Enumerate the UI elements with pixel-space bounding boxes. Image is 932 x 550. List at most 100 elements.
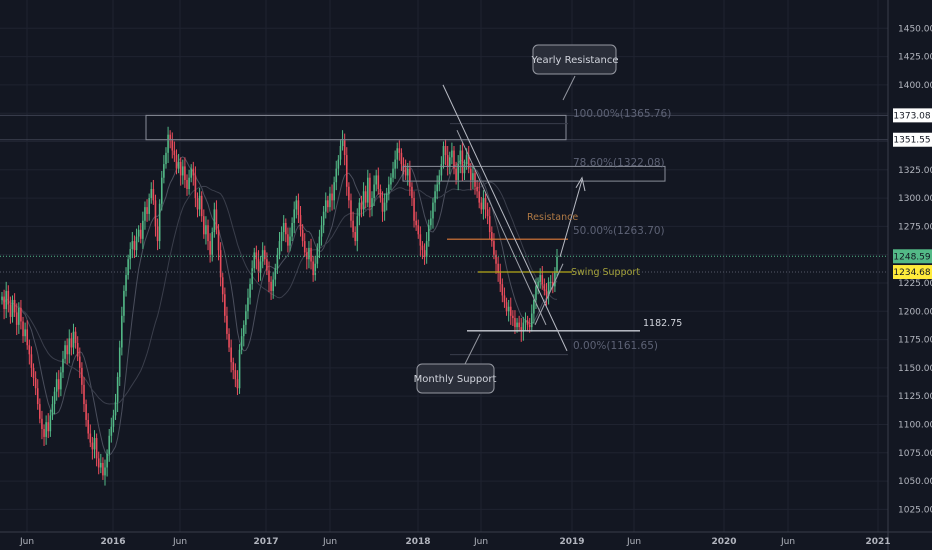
time-tick-label: Jun (780, 537, 795, 547)
projection-arrow-head (575, 176, 586, 192)
candle (505, 302, 508, 312)
candle (385, 193, 388, 203)
fib-786-box (402, 165, 666, 182)
candle (131, 241, 134, 250)
time-tick-label: Jun (19, 537, 34, 547)
candle (362, 191, 365, 210)
candle (535, 286, 537, 300)
candle (72, 331, 75, 348)
candle (41, 418, 43, 429)
candle (423, 250, 426, 257)
candle (1, 296, 3, 300)
time-tick-label: Jun (172, 537, 187, 547)
price-badges: 1373.08 1351.55 1248.59 1234.68 (893, 108, 932, 280)
candle (118, 347, 121, 377)
candle (259, 261, 262, 273)
candle (51, 404, 54, 416)
callout-pointer (562, 75, 576, 101)
candle (301, 229, 304, 242)
candle (116, 376, 119, 402)
candle (509, 306, 512, 316)
candle (36, 388, 39, 405)
price-tick-label: 1050.00 (898, 477, 932, 487)
candle (551, 281, 554, 287)
candle (234, 370, 237, 380)
candle (541, 275, 544, 285)
candle (232, 362, 235, 371)
candle (434, 191, 436, 203)
candle (419, 234, 422, 246)
candle (24, 329, 26, 337)
candle (7, 290, 10, 305)
candle (108, 435, 111, 454)
fib-0-label: 0.00%(1161.65) (573, 340, 658, 352)
candle (110, 426, 113, 436)
candle (236, 379, 239, 389)
candle (331, 193, 333, 201)
candle (421, 245, 424, 251)
drawings (0, 75, 888, 365)
candle (165, 152, 167, 165)
price-badge-bg (893, 132, 932, 147)
candle (213, 209, 216, 233)
time-axis[interactable]: Jun 2016 Jun 2017 Jun 2018 Jun 2019 Jun 2020 Jun 20… (0, 531, 932, 547)
candle (324, 200, 327, 212)
candle (444, 146, 447, 156)
candle (379, 189, 382, 199)
candle (268, 270, 270, 282)
candle (175, 155, 178, 169)
candle (442, 146, 445, 165)
candle (190, 168, 193, 178)
candle (404, 168, 407, 176)
candle (453, 150, 455, 169)
candle (194, 175, 197, 199)
candle (15, 312, 18, 325)
support-level-label: 1182.75 (643, 318, 682, 329)
candle (520, 327, 523, 332)
candle (26, 329, 29, 346)
candle (411, 186, 413, 199)
candle (299, 215, 302, 230)
candle (446, 155, 449, 167)
candle (127, 259, 129, 276)
candle (215, 209, 218, 230)
candle (238, 349, 241, 389)
candle (76, 342, 79, 357)
candle (184, 166, 186, 180)
candle (251, 268, 253, 285)
candle (270, 281, 272, 291)
candle (287, 234, 289, 246)
time-tick-label: Jun (626, 537, 641, 547)
candle (358, 202, 361, 217)
candle (282, 222, 285, 233)
candle (106, 453, 108, 468)
time-tick-label: Jun (322, 537, 337, 547)
candle (455, 168, 457, 180)
candle (142, 220, 144, 239)
candle (47, 422, 50, 432)
candle (171, 139, 174, 151)
candle (390, 177, 392, 185)
candle (167, 134, 169, 153)
candle (470, 168, 472, 180)
price-tick-label: 1225.00 (898, 279, 932, 289)
candle (320, 225, 323, 237)
candle (9, 304, 12, 317)
candle (137, 229, 140, 237)
candle (230, 347, 232, 363)
candle (413, 198, 415, 221)
candles (1, 126, 558, 486)
price-tick-label: 1275.00 (898, 222, 932, 232)
candle (383, 202, 386, 212)
candle (308, 247, 310, 260)
yearly-resistance-box (145, 114, 567, 141)
candle (43, 428, 45, 437)
candle (181, 166, 184, 176)
trendline-up (534, 263, 564, 326)
candle (87, 419, 89, 434)
candle (499, 272, 502, 285)
callout-yearly-resistance[interactable]: Yearly Resistance (531, 44, 619, 75)
callout-monthly-support[interactable]: Monthly Support (414, 363, 497, 394)
candle (524, 320, 527, 323)
